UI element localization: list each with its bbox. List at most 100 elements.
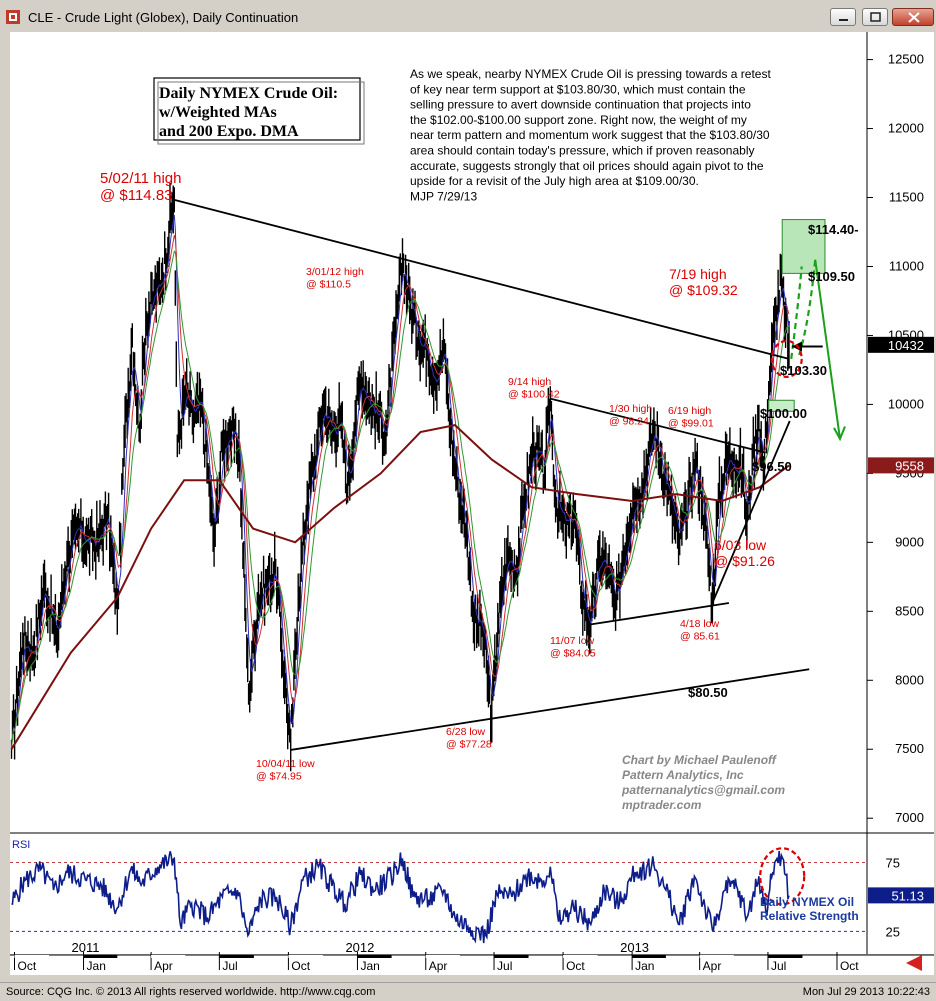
credit-line: patternanalytics@gmail.com xyxy=(621,783,785,797)
x-axis-band xyxy=(288,955,323,958)
credit-line: Chart by Michael Paulenoff xyxy=(622,753,777,767)
scroll-left-arrow[interactable] xyxy=(906,955,922,971)
level-label: $103.30 xyxy=(780,363,827,378)
axes: 1250012000115001100010500100009500900085… xyxy=(14,52,934,973)
x-tick-label: Jul xyxy=(771,959,786,973)
support-zone-box xyxy=(768,399,795,412)
y-tick-label: 8000 xyxy=(895,672,924,687)
last-price-value: 10432 xyxy=(888,338,924,353)
x-tick-label: Apr xyxy=(429,959,448,973)
y-tick-label: 12500 xyxy=(888,52,924,67)
x-tick-label: Jan xyxy=(360,959,379,973)
commentary-line: upside for a revisit of the July high ar… xyxy=(410,174,699,188)
x-axis-band xyxy=(425,955,460,958)
x-axis-band xyxy=(83,955,118,958)
x-tick-label: Jul xyxy=(222,959,237,973)
x-tick-label: Jan xyxy=(87,959,106,973)
rsi-tick-label: 75 xyxy=(886,856,900,871)
level-label: $96.50 xyxy=(752,459,792,474)
projection-path-dashed-2 xyxy=(798,259,817,356)
status-bar: Source: CQG Inc. © 2013 All rights reser… xyxy=(0,982,936,1001)
close-button[interactable] xyxy=(892,8,934,26)
price-annotation: 4/18 low @ 85.61 xyxy=(680,618,720,643)
y-tick-label: 10000 xyxy=(888,396,924,411)
rsi-last-tag xyxy=(868,887,934,904)
scroll-left-arrow-icon xyxy=(906,955,922,971)
x-axis-band xyxy=(219,955,254,958)
x-axis-band xyxy=(494,955,529,958)
commentary-line: near term pattern and momentum work sugg… xyxy=(410,128,770,142)
x-tick-label: Apr xyxy=(703,959,722,973)
price-annotation: 6/19 high @ $99.01 xyxy=(668,405,714,430)
window-titlebar: CLE - Crude Light (Globex), Daily Contin… xyxy=(0,0,936,34)
trendline-upper-resistance xyxy=(174,198,790,360)
x-axis-band xyxy=(14,955,50,958)
y-tick-label: 7000 xyxy=(895,810,924,825)
price-annotation: 11/07 low @ $84.05 xyxy=(550,635,596,660)
close-icon xyxy=(908,12,920,23)
rsi-title: RSI xyxy=(12,839,30,851)
x-tick-label: Apr xyxy=(154,959,173,973)
ema-price-value: 9558 xyxy=(895,458,924,473)
y-axis-background xyxy=(867,32,934,954)
timestamp-text: Mon Jul 29 2013 10:22:43 xyxy=(802,986,930,998)
restore-button[interactable] xyxy=(862,8,888,26)
minimize-button[interactable] xyxy=(830,8,856,26)
x-axis-band xyxy=(563,955,598,958)
minimize-icon xyxy=(839,19,848,21)
rsi-highlight-circle xyxy=(759,847,806,906)
price-panel xyxy=(10,182,846,772)
ema-price-tag xyxy=(868,457,934,474)
x-axis-background xyxy=(10,955,934,975)
commentary-line: MJP 7/29/13 xyxy=(410,189,477,203)
restore-icon xyxy=(870,12,881,22)
commentary-line: selling pressure to avert downside conti… xyxy=(410,98,751,112)
level-label: $109.50 xyxy=(808,269,855,284)
x-axis-band xyxy=(151,955,186,958)
rsi-tick-label: 25 xyxy=(886,924,900,939)
y-tick-label: 9000 xyxy=(895,534,924,549)
x-year-label: 2013 xyxy=(620,940,649,955)
chart-area: RSI 75 25 51.13 Daily NYMEX Oil Relative Stre… xyxy=(10,32,934,975)
level-label: $80.50 xyxy=(688,685,728,700)
title-box xyxy=(153,77,361,141)
x-year-label: 2011 xyxy=(72,940,100,955)
trendline-2012-13-resistance xyxy=(550,397,766,454)
x-tick-label: Jan xyxy=(635,959,654,973)
commentary-line: accurate, suggests strongly that oil pri… xyxy=(410,159,764,173)
chart-app-icon xyxy=(6,10,20,24)
weighted-ma-medium xyxy=(11,234,790,750)
price-annotation: 1/30 high @ 98.24 xyxy=(609,403,652,428)
x-axis-band xyxy=(699,955,734,958)
level-label: $114.40- xyxy=(808,222,859,237)
x-year-label: 2012 xyxy=(345,940,374,955)
rsi-caption: Daily NYMEX Oil Relative Strength xyxy=(760,895,859,923)
trendline-apr-rising-support xyxy=(711,420,791,604)
price-annotation: 10/04/11 low @ $74.95 xyxy=(256,758,315,783)
x-axis-band xyxy=(357,955,392,958)
ema-200-line xyxy=(10,424,790,750)
level-label: $100.00 xyxy=(760,406,807,421)
price-bars xyxy=(10,182,790,772)
window-title: CLE - Crude Light (Globex), Daily Contin… xyxy=(28,10,299,25)
trendline-nov-apr-support xyxy=(590,602,730,626)
projection-arrowhead xyxy=(833,426,846,442)
trendline-lower-support xyxy=(290,668,810,751)
rsi-line xyxy=(11,850,790,944)
title-box-shadow xyxy=(157,81,365,145)
price-annotation: 6/03 low @ $91.26 xyxy=(714,537,775,569)
commentary-line: area should contain today's pressure, wh… xyxy=(410,144,755,158)
commentary-line: of key near term support at $103.80/30, … xyxy=(410,82,746,96)
price-annotation: 3/01/12 high @ $110.5 xyxy=(306,266,364,291)
x-tick-label: Oct xyxy=(291,959,310,973)
credit-line: mptrader.com xyxy=(622,798,702,812)
target-zone-box xyxy=(781,219,826,274)
last-price-tag xyxy=(868,336,934,353)
commentary-line: the $102.00-$100.00 support zone. Right … xyxy=(410,113,747,127)
projection-path-dashed-1 xyxy=(790,266,803,360)
projection-down-arrow xyxy=(814,259,841,440)
chart-title: Daily NYMEX Crude Oil: w/Weighted MAs and … xyxy=(159,85,338,140)
rsi-last-value: 51.13 xyxy=(891,888,924,903)
highlight-circle xyxy=(770,339,803,378)
rsi-panel: RSI 75 25 51.13 Daily NYMEX Oil Relative Stre… xyxy=(10,839,934,944)
